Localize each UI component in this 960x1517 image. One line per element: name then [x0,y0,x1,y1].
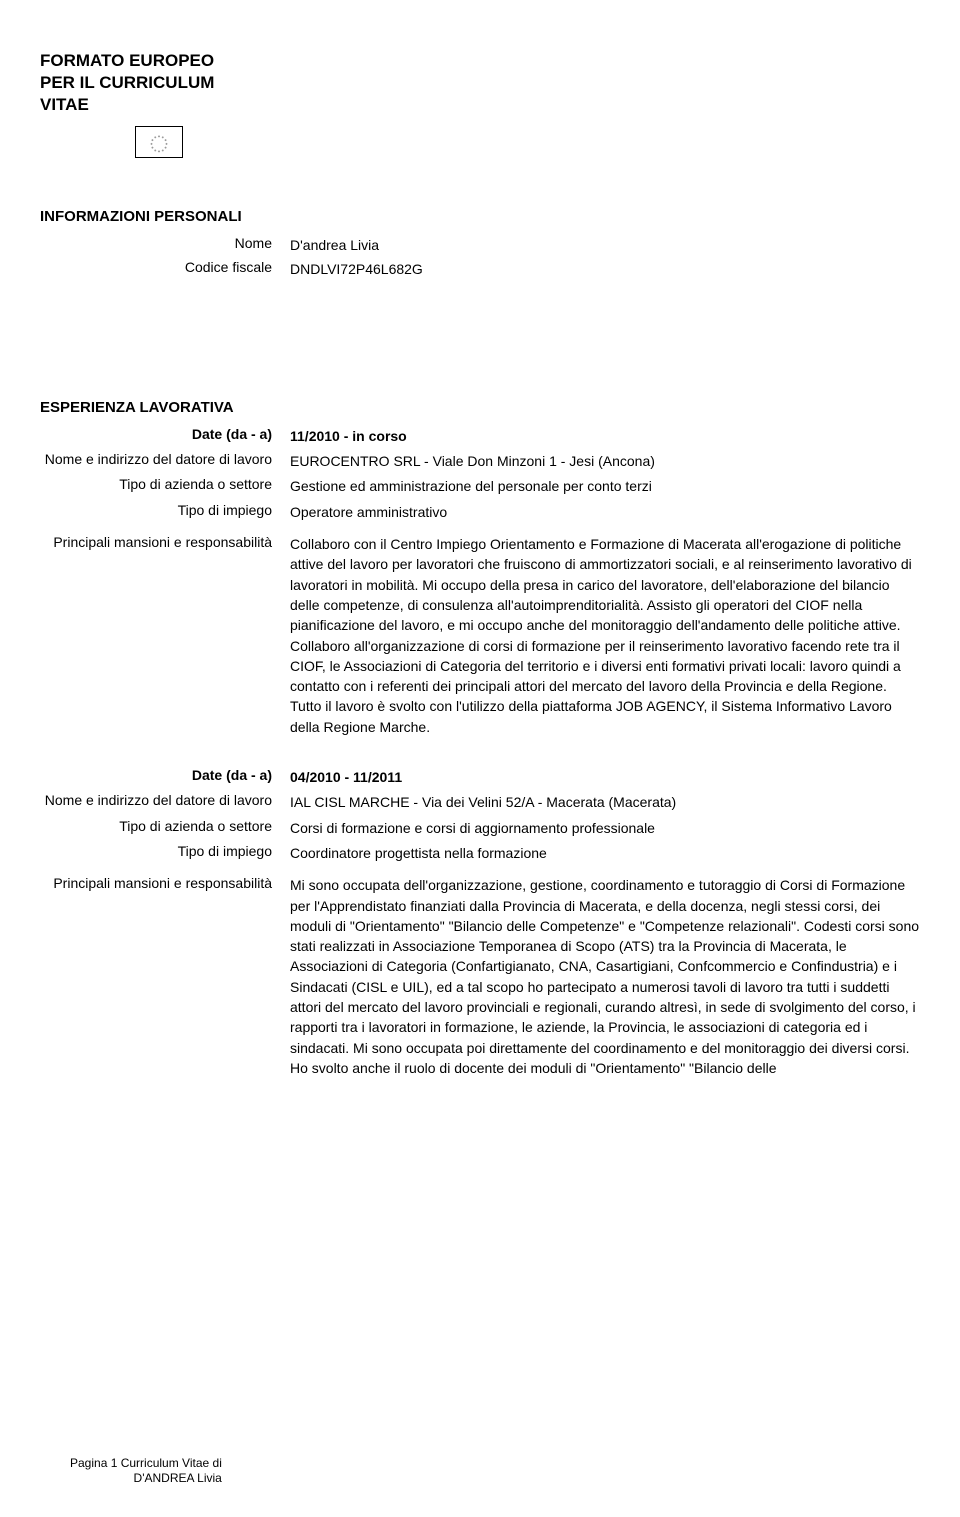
exp-employer-label: Nome e indirizzo del datore di lavoro [40,792,290,808]
exp-role-value: Coordinatore progettista nella formazion… [290,843,920,863]
cf-value: DNDLVI72P46L682G [290,259,920,279]
exp-role-label: Tipo di impiego [40,843,290,859]
exp-sector-value: Gestione ed amministrazione del personal… [290,476,920,496]
exp-duties-value: Collaboro con il Centro Impiego Orientam… [290,534,920,737]
title-line-3: VITAE [40,94,290,116]
exp-duties-label: Principali mansioni e responsabilità [40,534,290,550]
exp-role-value: Operatore amministrativo [290,502,920,522]
exp-sector-value: Corsi di formazione e corsi di aggiornam… [290,818,920,838]
exp-date-label: Date (da - a) [40,767,290,783]
exp-employer-value: EUROCENTRO SRL - Viale Don Minzoni 1 - J… [290,451,920,471]
exp-duties-label: Principali mansioni e responsabilità [40,875,290,891]
exp-role-label: Tipo di impiego [40,502,290,518]
exp-employer-value: IAL CISL MARCHE - Via dei Velini 52/A - … [290,792,920,812]
exp-date-value: 11/2010 - in corso [290,426,920,446]
name-label: Nome [40,235,290,251]
exp-employer-label: Nome e indirizzo del datore di lavoro [40,451,290,467]
cf-label: Codice fiscale [40,259,290,275]
exp-duties-value: Mi sono occupata dell'organizzazione, ge… [290,875,920,1078]
experience-item: Date (da - a) 11/2010 - in corso Nome e … [40,426,920,737]
section-title-personal: INFORMAZIONI PERSONALI [40,208,920,225]
exp-sector-label: Tipo di azienda o settore [40,818,290,834]
exp-date-value: 04/2010 - 11/2011 [290,767,920,787]
footer-line-2: D'ANDREA Livia [70,1471,222,1487]
title-line-1: FORMATO EUROPEO [40,50,290,72]
eu-flag-icon [135,126,183,158]
footer-line-1: Pagina 1 Curriculum Vitae di [70,1456,222,1472]
name-value: D'andrea Livia [290,235,920,255]
personal-info-block: Nome D'andrea Livia Codice fiscale DNDLV… [40,235,920,279]
exp-sector-label: Tipo di azienda o settore [40,476,290,492]
exp-date-label: Date (da - a) [40,426,290,442]
experience-item: Date (da - a) 04/2010 - 11/2011 Nome e i… [40,767,920,1078]
section-title-experience: ESPERIENZA LAVORATIVA [40,399,920,416]
page-footer: Pagina 1 Curriculum Vitae di D'ANDREA Li… [70,1456,222,1487]
title-line-2: PER IL CURRICULUM [40,72,290,94]
cv-format-title: FORMATO EUROPEO PER IL CURRICULUM VITAE [40,50,290,116]
